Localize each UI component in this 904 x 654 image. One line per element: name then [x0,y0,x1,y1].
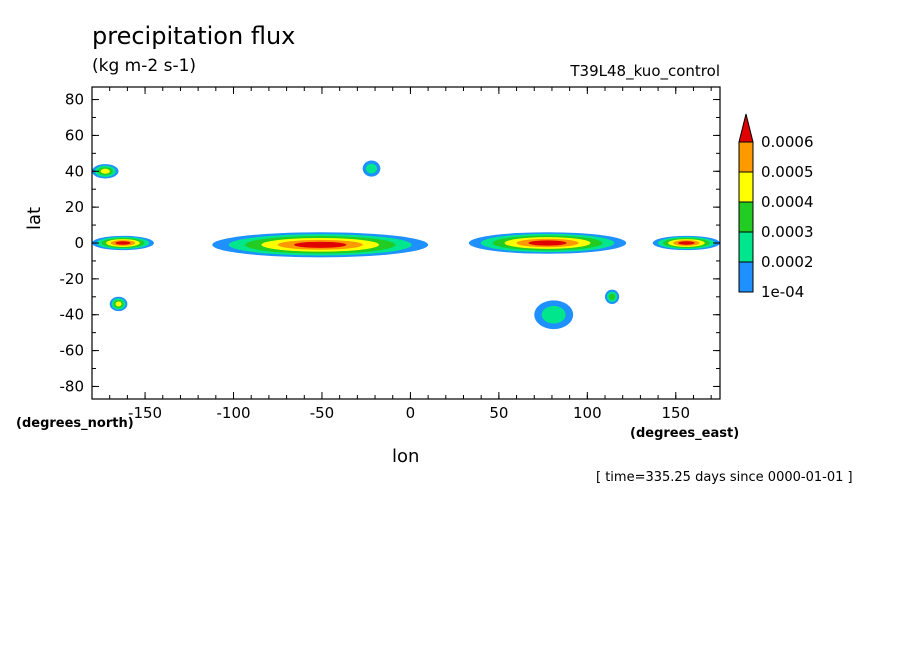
chart-subtitle: (kg m-2 s-1) [92,56,197,76]
contour-band [294,241,347,248]
y-tick-label: -60 [60,342,85,360]
x-tick-label: -150 [128,404,162,422]
run-label: T39L48_kuo_control [570,62,720,80]
y-tick-label: 80 [65,91,84,109]
y-tick-label: 0 [74,234,84,252]
colorbar: 1e-04 0.0002 0.0003 0.0004 0.0005 0.0006 [738,113,814,301]
x-tick-label: 150 [661,404,690,422]
contour-band [115,241,131,245]
colorbar-swatch [738,261,754,293]
colorbar-swatch [738,141,754,173]
precip-feature [109,296,128,312]
y-tick-label: -80 [60,377,85,395]
x-axis-label: lon [392,446,420,467]
precip-field [92,160,720,330]
x-tick-label: 50 [489,404,508,422]
time-annotation: [ time=335.25 days since 0000-01-01 ] [596,470,853,485]
colorbar-label: 0.0003 [761,223,814,241]
contour-band [528,240,567,246]
contour-band [608,293,616,300]
chart-title: precipitation flux [92,22,296,50]
colorbar-label: 1e-04 [761,283,804,301]
precip-feature [362,160,381,177]
x-tick-label: 0 [406,404,416,422]
y-tick-label: 20 [65,198,84,216]
precip-feature [605,289,620,304]
contour-band [678,241,695,245]
precip-feature [92,164,119,179]
contour-band [366,163,377,174]
x-tick-label: -100 [216,404,250,422]
contour-band [115,301,122,307]
colorbar-label: 0.0006 [761,133,814,151]
y-tick-label: 60 [65,126,84,144]
y-tick-label: 40 [65,162,84,180]
precip-feature [652,235,720,251]
y-tick-label: -20 [60,270,85,288]
colorbar-label: 0.0005 [761,163,814,181]
y-axis-units: (degrees_north) [16,416,134,431]
x-axis-units: (degrees_east) [630,426,740,441]
colorbar-label: 0.0004 [761,193,814,211]
y-tick-label: -40 [60,306,85,324]
contour-band [100,168,110,174]
precip-feature [468,232,627,254]
colorbar-swatch [738,201,754,233]
colorbar-label: 0.0002 [761,253,814,271]
precip-feature [92,235,154,251]
contour-band [541,305,566,324]
x-tick-label: 100 [573,404,602,422]
colorbar-swatch [738,171,754,203]
axes: -150 -100 -50 0 50 100 150 80 60 40 20 0 -20 -40 -60 -8… [60,87,720,422]
colorbar-swatch [738,231,754,263]
precip-feature [212,232,429,258]
x-tick-label: -50 [310,404,335,422]
colorbar-triangle [738,113,754,143]
precip-feature [534,300,574,330]
